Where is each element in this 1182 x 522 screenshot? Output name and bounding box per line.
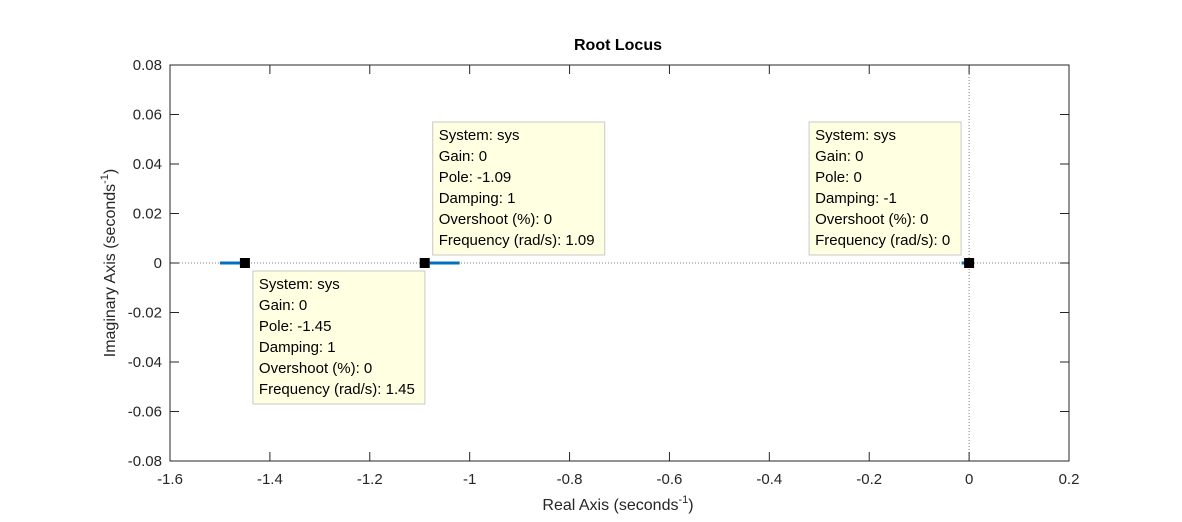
y-axis-label: Imaginary Axis (seconds-1) [99,169,119,358]
datatip[interactable]: System: sys Gain: 0 Pole: -1.45 Damping: 1 O… [252,270,426,405]
x-tick-label: -0.8 [557,471,583,488]
y-tick-label: 0.04 [133,156,162,173]
x-axis-label-close: ) [688,497,693,514]
axis-ticks: -1.6 -1.4 -1.2 -1 -0.8 -0.6 -0.4 -0.2 0 0.2 -0.08 -… [128,57,1080,488]
x-tick-label: -1.6 [157,471,183,488]
datatip-line: System: sys [815,127,896,144]
pole-marker[interactable] [419,258,430,268]
datatip-line: System: sys [439,127,520,144]
pole-marker[interactable] [239,258,250,268]
datatip-line: Overshoot (%): 0 [259,360,372,377]
datatips: System: sys Gain: 0 Pole: -1.45 Damping: 1 O… [252,121,962,405]
datatip-line: Damping: 1 [259,339,336,356]
datatip-line: Gain: 0 [259,297,307,314]
y-tick-label: 0.08 [133,57,162,74]
datatip[interactable]: System: sys Gain: 0 Pole: 0 Damping: -1 Over… [808,121,962,256]
datatip-line: Frequency (rad/s): 0 [815,232,950,249]
datatip-box [808,121,962,256]
y-tick-label: -0.04 [128,354,162,371]
datatip-box [432,121,606,256]
datatip-line: Pole: 0 [815,169,862,186]
y-axis-label-close: ) [102,169,119,174]
pole-markers [239,258,975,268]
chart-title: Root Locus [574,37,662,54]
datatip-line: Gain: 0 [439,148,487,165]
datatip[interactable]: System: sys Gain: 0 Pole: -1.09 Damping: 1 O… [432,121,606,256]
x-tick-label: -0.4 [756,471,782,488]
y-tick-label: 0 [154,255,162,272]
x-tick-label: -0.2 [856,471,882,488]
x-tick-label: 0.2 [1059,471,1080,488]
datatip-line: Overshoot (%): 0 [439,211,552,228]
x-tick-label: -0.6 [657,471,683,488]
x-tick-label: -1.4 [257,471,283,488]
y-tick-label: -0.06 [128,404,162,421]
datatip-line: Gain: 0 [815,148,863,165]
x-axis-label: Real Axis (seconds-1) [542,494,693,514]
x-tick-label: 0 [965,471,973,488]
datatip-line: Damping: -1 [815,190,897,207]
y-axis-label-text: Imaginary Axis (seconds [102,184,119,357]
datatip-line: System: sys [259,276,340,293]
datatip-line: Pole: -1.09 [439,169,512,186]
x-tick-label: -1 [463,471,476,488]
datatip-box [252,270,426,405]
y-tick-label: -0.02 [128,305,162,322]
y-tick-label: 0.06 [133,107,162,124]
x-axis-label-exponent: -1 [678,494,688,506]
x-tick-label: -1.2 [357,471,383,488]
pole-marker[interactable] [964,258,975,268]
datatip-line: Frequency (rad/s): 1.45 [259,381,415,398]
y-axis-label-exponent: -1 [99,174,111,184]
y-tick-label: 0.02 [133,206,162,223]
datatip-line: Frequency (rad/s): 1.09 [439,232,595,249]
y-tick-label: -0.08 [128,453,162,470]
datatip-line: Overshoot (%): 0 [815,211,928,228]
x-axis-label-text: Real Axis (seconds [542,497,678,514]
datatip-line: Pole: -1.45 [259,318,332,335]
datatip-line: Damping: 1 [439,190,516,207]
